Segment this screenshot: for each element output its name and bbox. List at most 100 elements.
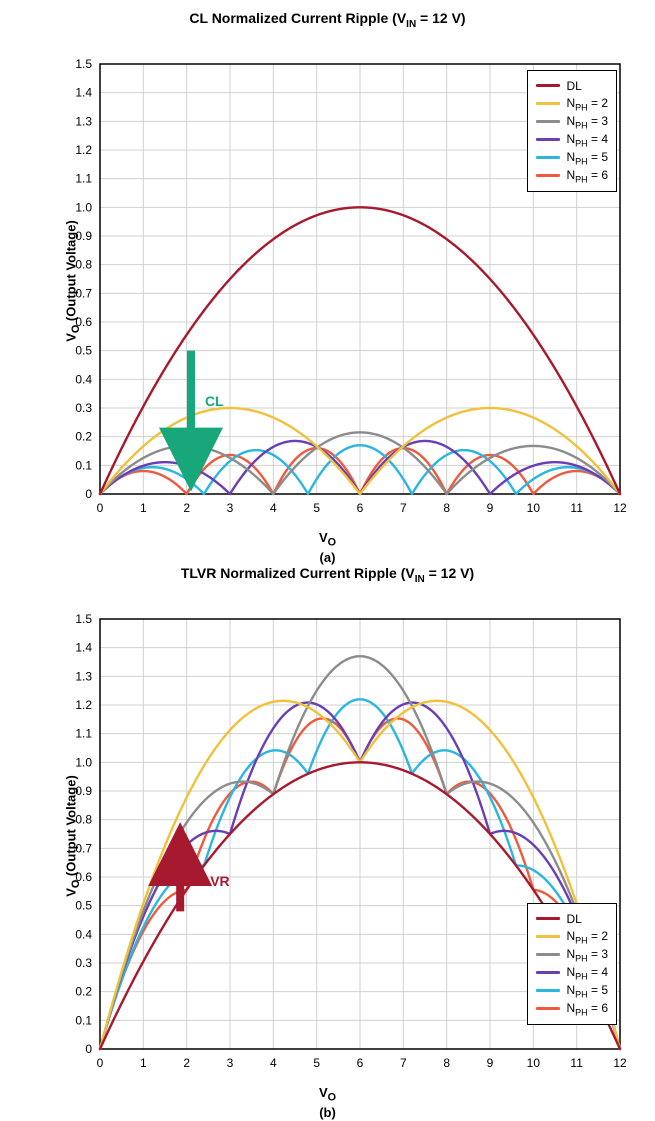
legend-item-DL: DL [536,77,608,95]
legend-item-N6: NPH = 6 [536,1000,608,1018]
svg-text:0.1: 0.1 [75,1013,92,1027]
svg-text:1.3: 1.3 [75,114,92,128]
svg-text:1.1: 1.1 [75,726,92,740]
svg-text:0: 0 [97,501,104,515]
legend-swatch [536,953,560,956]
svg-text:0.5: 0.5 [75,343,92,357]
svg-text:11: 11 [570,1056,583,1070]
svg-text:6: 6 [357,1056,364,1070]
legend-label: NPH = 3 [566,947,608,963]
chart-a-xlabel: VO [20,530,635,549]
svg-text:12: 12 [613,1056,627,1070]
svg-text:0.2: 0.2 [75,429,92,443]
svg-text:1.0: 1.0 [75,200,92,214]
svg-text:0: 0 [85,487,92,501]
svg-text:12: 12 [613,501,627,515]
chart-b: TLVR Normalized Current Ripple (VIN = 12… [20,565,635,1120]
chart-a-title: CL Normalized Current Ripple (VIN = 12 V… [20,10,635,30]
svg-text:9: 9 [487,1056,494,1070]
legend-item-N6: NPH = 6 [536,167,608,185]
chart-b-xlabel: VO [20,1085,635,1104]
legend-label: NPH = 3 [566,114,608,130]
svg-text:4: 4 [270,1056,277,1070]
svg-text:0.4: 0.4 [75,372,92,386]
legend-label: DL [566,79,581,93]
svg-text:0: 0 [85,1042,92,1056]
legend-label: NPH = 2 [566,96,608,112]
svg-text:9: 9 [487,501,494,515]
svg-text:1: 1 [140,501,147,515]
svg-text:8: 8 [443,501,450,515]
chart-b-ylabel: VO (Output Voltage) [63,775,82,897]
svg-text:2: 2 [183,1056,190,1070]
svg-text:5: 5 [313,1056,320,1070]
legend-item-N4: NPH = 4 [536,964,608,982]
legend-item-N2: NPH = 2 [536,95,608,113]
legend-swatch [536,1007,560,1010]
legend-label: NPH = 6 [566,168,608,184]
chart-a-legend: DL NPH = 2 NPH = 3 NPH = 4 NPH = 5 NPH = 6 [527,70,617,192]
svg-text:1.4: 1.4 [75,640,92,654]
svg-text:1.5: 1.5 [75,612,92,626]
svg-text:0.3: 0.3 [75,401,92,415]
legend-item-N3: NPH = 3 [536,113,608,131]
svg-text:7: 7 [400,501,407,515]
svg-text:3: 3 [227,1056,234,1070]
svg-text:7: 7 [400,1056,407,1070]
chart-b-sublabel: (b) [20,1105,635,1120]
legend-swatch [536,935,560,938]
chart-a: CL Normalized Current Ripple (VIN = 12 V… [20,10,635,565]
legend-item-N2: NPH = 2 [536,928,608,946]
svg-text:0.1: 0.1 [75,458,92,472]
legend-label: DL [566,912,581,926]
legend-swatch [536,102,560,105]
svg-text:3: 3 [227,501,234,515]
svg-text:5: 5 [313,501,320,515]
svg-text:1.2: 1.2 [75,698,92,712]
svg-text:1: 1 [140,1056,147,1070]
chart-a-sublabel: (a) [20,550,635,565]
legend-swatch [536,989,560,992]
chart-b-legend: DL NPH = 2 NPH = 3 NPH = 4 NPH = 5 NPH = 6 [527,903,617,1025]
legend-item-DL: DL [536,910,608,928]
legend-label: NPH = 5 [566,150,608,166]
legend-label: NPH = 4 [566,132,608,148]
svg-text:0: 0 [97,1056,104,1070]
svg-text:10: 10 [527,1056,541,1070]
svg-text:1.0: 1.0 [75,755,92,769]
legend-item-N4: NPH = 4 [536,131,608,149]
svg-text:1.5: 1.5 [75,57,92,71]
legend-swatch [536,174,560,177]
chart-a-ylabel: VO (Output Voltage) [63,220,82,342]
svg-text:0.2: 0.2 [75,984,92,998]
legend-label: NPH = 4 [566,965,608,981]
svg-text:1.1: 1.1 [75,171,92,185]
svg-text:4: 4 [270,501,277,515]
svg-text:10: 10 [527,501,541,515]
svg-text:0.4: 0.4 [75,927,92,941]
legend-label: NPH = 5 [566,983,608,999]
svg-text:1.3: 1.3 [75,669,92,683]
svg-text:8: 8 [443,1056,450,1070]
chart-a-annotation-label: CL [205,393,224,409]
svg-text:1.4: 1.4 [75,85,92,99]
legend-label: NPH = 6 [566,1001,608,1017]
legend-swatch [536,84,560,87]
svg-text:1.2: 1.2 [75,143,92,157]
chart-b-title: TLVR Normalized Current Ripple (VIN = 12… [20,565,635,585]
svg-text:0.3: 0.3 [75,956,92,970]
svg-text:11: 11 [570,501,583,515]
legend-item-N3: NPH = 3 [536,946,608,964]
legend-swatch [536,917,560,920]
legend-swatch [536,971,560,974]
legend-item-N5: NPH = 5 [536,149,608,167]
chart-b-annotation-label: TLVR [194,873,230,889]
legend-swatch [536,138,560,141]
svg-text:2: 2 [183,501,190,515]
legend-swatch [536,156,560,159]
legend-swatch [536,120,560,123]
legend-label: NPH = 2 [566,929,608,945]
svg-text:0.5: 0.5 [75,898,92,912]
svg-text:6: 6 [357,501,364,515]
legend-item-N5: NPH = 5 [536,982,608,1000]
